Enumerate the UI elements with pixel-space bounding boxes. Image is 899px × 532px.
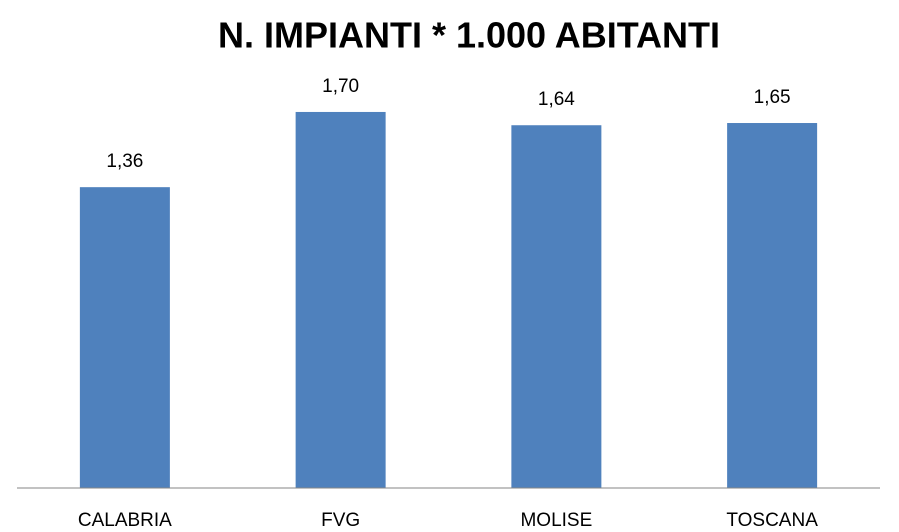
value-label: 1,36	[106, 151, 143, 172]
x-tick-label: FVG	[321, 510, 360, 531]
x-tick-label: MOLISE	[520, 510, 592, 531]
bar	[727, 123, 818, 489]
bar	[511, 125, 602, 489]
value-label: 1,70	[322, 76, 359, 97]
chart-title: N. IMPIANTI * 1.000 ABITANTI	[218, 15, 720, 56]
x-tick-label: TOSCANA	[726, 510, 818, 531]
bar	[79, 187, 170, 488]
bar	[295, 111, 386, 489]
x-tick-label: CALABRIA	[78, 510, 172, 531]
value-label: 1,64	[538, 89, 575, 110]
value-label: 1,65	[754, 87, 791, 108]
